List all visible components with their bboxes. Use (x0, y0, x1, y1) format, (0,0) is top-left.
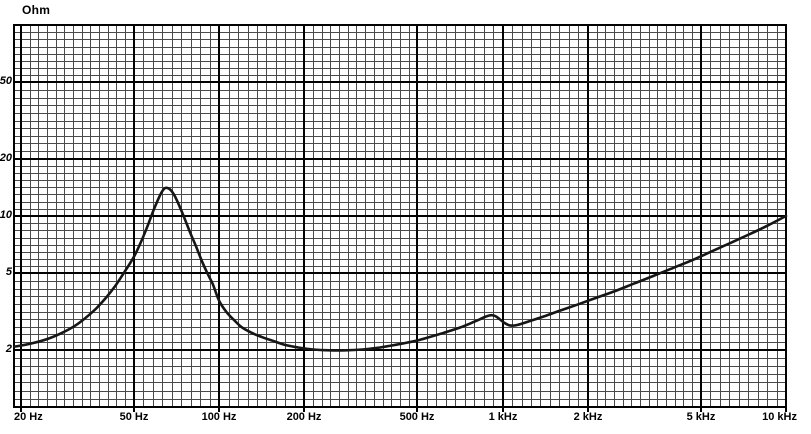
x-tick-label-2khz: 2 kHz (573, 411, 603, 423)
x-tick-label-1khz: 1 kHz (488, 411, 518, 423)
y-tick-label-5: 5 (5, 266, 12, 278)
x-tick-label-100hz: 100 Hz (201, 411, 237, 423)
x-tick-label-500hz: 500 Hz (399, 411, 435, 423)
y-tick-label-50: 50 (0, 75, 12, 87)
impedance-curve (13, 186, 788, 352)
y-tick-label-10: 10 (0, 209, 12, 221)
y-tick-label-20: 20 (0, 152, 12, 164)
y-tick-label-2: 2 (5, 343, 12, 355)
x-tick-label-50hz: 50 Hz (119, 411, 149, 423)
x-tick-label-5khz: 5 kHz (686, 411, 716, 423)
x-tick-label-20hz: 20 Hz (14, 411, 43, 423)
x-tick-label-200hz: 200 Hz (286, 411, 322, 423)
y-axis-unit-label: Ohm (22, 3, 51, 17)
x-tick-label-10khz: 10 kHz (762, 411, 797, 423)
